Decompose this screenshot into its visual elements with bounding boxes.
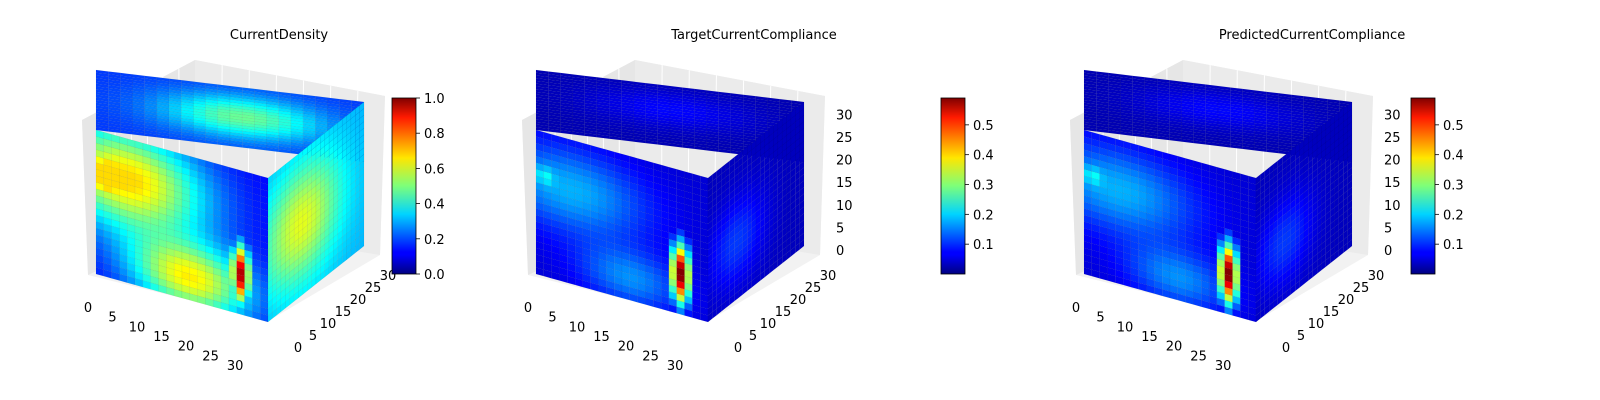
colorbar-tick-label: 1.0 xyxy=(424,92,445,107)
y-tick-label: 5 xyxy=(749,329,757,344)
x-tick-label: 20 xyxy=(1166,340,1183,355)
cube-front-face xyxy=(1083,129,1257,323)
chart-panel-2: TargetCurrentCompliance05101520253005101… xyxy=(522,28,994,374)
y-tick-label: 0 xyxy=(734,341,742,356)
colorbar-tick-label: 0.8 xyxy=(424,127,445,142)
y-tick-label: 15 xyxy=(775,305,792,320)
y-tick-label: 20 xyxy=(350,293,367,308)
z-tick-label: 0 xyxy=(1384,244,1392,259)
x-tick-label: 0 xyxy=(84,301,92,316)
colorbar-tick-label: 0.2 xyxy=(1443,208,1464,223)
x-tick-label: 15 xyxy=(1141,330,1158,345)
x-tick-label: 25 xyxy=(202,349,219,364)
y-tick-label: 10 xyxy=(760,317,777,332)
x-tick-label: 20 xyxy=(178,340,195,355)
x-tick-label: 10 xyxy=(569,320,586,335)
colorbar xyxy=(940,97,966,275)
cube-side-face xyxy=(1255,101,1353,323)
z-tick-label: 25 xyxy=(1384,131,1401,146)
y-tick-label: 10 xyxy=(320,317,337,332)
cube-front-face xyxy=(535,129,709,323)
x-tick-label: 10 xyxy=(1117,320,1134,335)
x-tick-label: 0 xyxy=(524,301,532,316)
colorbar-tick-label: 0.4 xyxy=(973,149,994,164)
z-tick-label: 15 xyxy=(1384,176,1401,191)
colorbar xyxy=(391,97,417,275)
colorbar-tick-label: 0.3 xyxy=(1443,179,1464,194)
y-tick-label: 30 xyxy=(1368,269,1385,284)
z-tick-label: 10 xyxy=(1384,199,1401,214)
chart-title: TargetCurrentCompliance xyxy=(670,28,837,43)
colorbar-tick-label: 0.2 xyxy=(424,233,445,248)
x-tick-label: 25 xyxy=(1190,349,1207,364)
x-tick-label: 30 xyxy=(227,359,244,374)
z-tick-label: 5 xyxy=(1384,221,1392,236)
y-tick-label: 0 xyxy=(1282,341,1290,356)
x-tick-label: 5 xyxy=(1096,311,1104,326)
z-tick-label: 20 xyxy=(1384,154,1401,169)
z-tick-label: 0 xyxy=(836,244,844,259)
x-tick-label: 20 xyxy=(618,340,635,355)
y-tick-label: 0 xyxy=(294,341,302,356)
y-tick-label: 5 xyxy=(1297,329,1305,344)
colorbar-tick-label: 0.5 xyxy=(1443,119,1464,134)
colorbar-tick-label: 0.1 xyxy=(973,238,994,253)
chart-panel-3: PredictedCurrentCompliance05101520253005… xyxy=(1070,28,1464,374)
cube-side-face xyxy=(707,101,805,323)
y-tick-label: 15 xyxy=(335,305,352,320)
y-tick-label: 15 xyxy=(1323,305,1340,320)
x-tick-label: 0 xyxy=(1072,301,1080,316)
colorbar-tick-label: 0.4 xyxy=(424,198,445,213)
cube-front-face xyxy=(95,129,269,323)
x-tick-label: 25 xyxy=(642,349,659,364)
y-tick-label: 25 xyxy=(805,281,822,296)
y-tick-label: 30 xyxy=(820,269,837,284)
colorbar-tick-label: 0.0 xyxy=(424,268,445,283)
x-tick-label: 5 xyxy=(108,311,116,326)
z-tick-label: 30 xyxy=(836,108,853,123)
colorbar-tick-label: 0.1 xyxy=(1443,238,1464,253)
colorbar-tick-label: 0.6 xyxy=(424,162,445,177)
cube-side-face xyxy=(267,101,365,323)
cube-top-face xyxy=(1083,69,1353,163)
x-tick-label: 15 xyxy=(593,330,610,345)
y-tick-label: 10 xyxy=(1308,317,1325,332)
colorbar-tick-label: 0.4 xyxy=(1443,149,1464,164)
y-tick-label: 25 xyxy=(365,281,382,296)
x-tick-label: 5 xyxy=(548,311,556,326)
z-tick-label: 25 xyxy=(836,131,853,146)
x-tick-label: 15 xyxy=(153,330,170,345)
z-tick-label: 10 xyxy=(836,199,853,214)
z-tick-label: 30 xyxy=(1384,108,1401,123)
colorbar-tick-label: 0.3 xyxy=(973,179,994,194)
z-tick-label: 15 xyxy=(836,176,853,191)
z-tick-label: 20 xyxy=(836,154,853,169)
colorbar-tick-label: 0.2 xyxy=(973,208,994,223)
x-tick-label: 10 xyxy=(129,320,146,335)
y-tick-label: 25 xyxy=(1353,281,1370,296)
x-tick-label: 30 xyxy=(1215,359,1232,374)
y-tick-label: 20 xyxy=(790,293,807,308)
x-tick-label: 30 xyxy=(667,359,684,374)
y-tick-label: 20 xyxy=(1338,293,1355,308)
chart-title: PredictedCurrentCompliance xyxy=(1219,28,1405,43)
z-tick-label: 5 xyxy=(836,221,844,236)
y-tick-label: 5 xyxy=(309,329,317,344)
colorbar-tick-label: 0.5 xyxy=(973,119,994,134)
colorbar xyxy=(1410,97,1436,275)
chart-title: CurrentDensity xyxy=(230,28,329,43)
